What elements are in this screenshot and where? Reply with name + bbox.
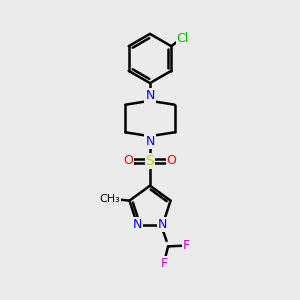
Text: N: N: [145, 135, 155, 148]
Text: CH₃: CH₃: [99, 194, 120, 204]
Text: F: F: [182, 239, 190, 252]
Text: N: N: [133, 218, 142, 231]
Text: N: N: [158, 218, 167, 231]
Text: S: S: [146, 154, 154, 168]
Text: N: N: [145, 89, 155, 102]
Text: O: O: [124, 154, 133, 167]
Text: F: F: [161, 257, 168, 270]
Text: Cl: Cl: [177, 32, 189, 45]
Text: O: O: [167, 154, 176, 167]
